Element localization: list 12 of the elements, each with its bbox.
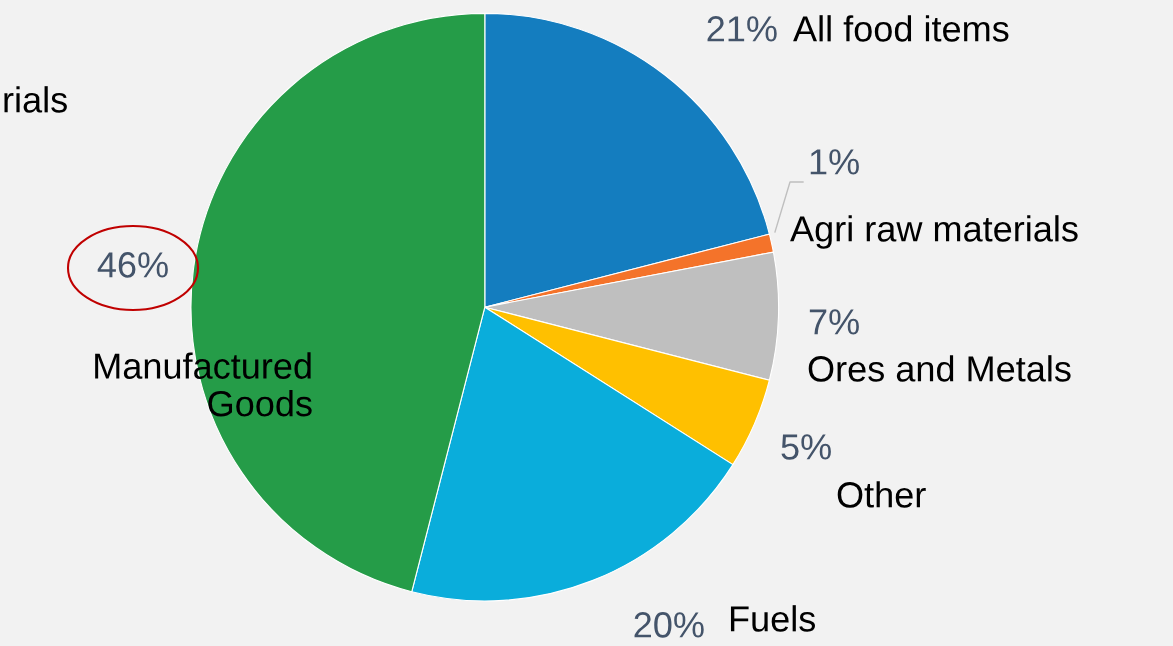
slice-label: All food items <box>793 15 1009 42</box>
slice-label: Agri raw materials <box>790 215 1078 249</box>
data-label: 21% <box>707 16 777 42</box>
slice-label: Fuels <box>730 605 815 632</box>
slice-label: Other <box>837 481 926 508</box>
data-label: 46% <box>97 252 168 278</box>
slice-label: Ores and Metals <box>808 355 1071 382</box>
data-label: 20% <box>634 612 704 638</box>
data-label: 5% <box>781 434 831 460</box>
data-label: 7% <box>809 309 859 335</box>
data-label: 1% <box>810 149 859 175</box>
text: rials <box>4 86 67 113</box>
